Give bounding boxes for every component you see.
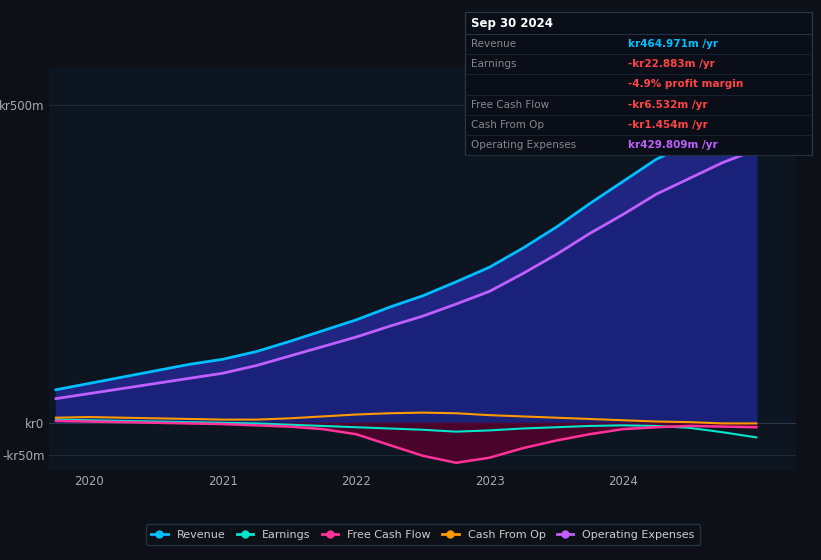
Text: Revenue: Revenue <box>471 39 516 49</box>
Text: -kr6.532m /yr: -kr6.532m /yr <box>628 100 708 110</box>
Legend: Revenue, Earnings, Free Cash Flow, Cash From Op, Operating Expenses: Revenue, Earnings, Free Cash Flow, Cash … <box>145 524 700 545</box>
Text: Cash From Op: Cash From Op <box>471 120 544 130</box>
Text: Free Cash Flow: Free Cash Flow <box>471 100 549 110</box>
Text: Earnings: Earnings <box>471 59 516 69</box>
Text: -4.9% profit margin: -4.9% profit margin <box>628 80 743 90</box>
Text: -kr1.454m /yr: -kr1.454m /yr <box>628 120 708 130</box>
Text: -kr22.883m /yr: -kr22.883m /yr <box>628 59 715 69</box>
Text: Operating Expenses: Operating Expenses <box>471 140 576 150</box>
Text: kr464.971m /yr: kr464.971m /yr <box>628 39 718 49</box>
Text: Sep 30 2024: Sep 30 2024 <box>471 16 553 30</box>
Text: kr429.809m /yr: kr429.809m /yr <box>628 140 718 150</box>
